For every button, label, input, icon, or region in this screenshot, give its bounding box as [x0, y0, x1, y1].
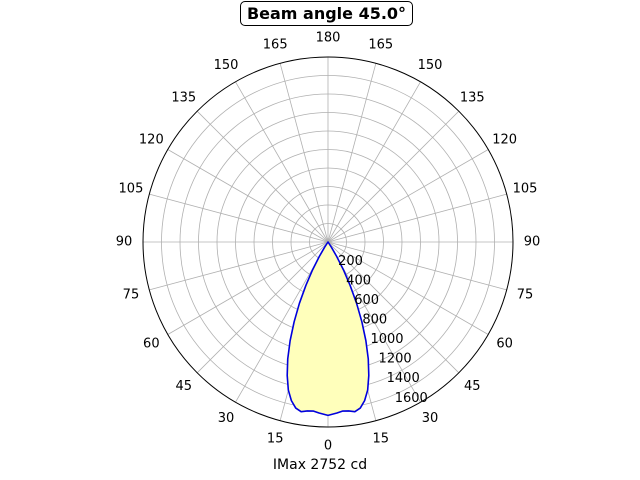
angle-tick-label: 165 — [368, 37, 393, 52]
grid-spoke — [196, 110, 329, 243]
polar-frame — [142, 56, 514, 428]
angle-tick-label: 75 — [123, 287, 140, 302]
grid-spoke — [327, 63, 377, 243]
angle-tick-label: 105 — [119, 182, 144, 197]
angle-tick-label: 60 — [143, 337, 160, 352]
angle-tick-label: 120 — [139, 133, 164, 148]
radial-tick-label: 600 — [354, 293, 379, 308]
radial-tick-label: 200 — [338, 254, 363, 269]
radial-tick-label: 1000 — [370, 332, 403, 347]
radial-tick-label: 1600 — [395, 391, 428, 406]
angle-tick-label: 30 — [422, 411, 439, 426]
angle-tick-label: 105 — [513, 182, 538, 197]
grid-spoke — [149, 241, 329, 291]
angle-tick-label: 150 — [214, 58, 239, 73]
grid-spoke — [167, 149, 329, 243]
chart-title: Beam angle 45.0° — [240, 1, 413, 26]
grid-spoke — [279, 63, 329, 243]
angle-tick-label: 75 — [517, 287, 534, 302]
angle-tick-label: 180 — [316, 31, 341, 46]
beam-area — [287, 242, 369, 416]
grid-spoke — [327, 241, 489, 335]
angle-tick-label: 45 — [175, 379, 192, 394]
radial-tick-labels: 200 400 600 800 1000 1200 1400 1600 — [338, 254, 428, 406]
radial-tick-label: 1400 — [387, 371, 420, 386]
beam-curve — [286, 241, 370, 417]
angle-tick-label: 45 — [464, 379, 481, 394]
angle-tick-label: 0 — [324, 439, 332, 454]
radial-tick-label: 1200 — [379, 352, 412, 367]
angle-tick-label: 90 — [524, 235, 541, 250]
angle-tick-label: 135 — [171, 90, 196, 105]
grid-spoke — [327, 193, 507, 243]
angle-tick-label: 150 — [418, 58, 443, 73]
grid-spoke — [196, 241, 329, 374]
angle-tick-labels: 0 15 30 45 60 75 90 105 120 135 150 165 180 15 30 45 60 7… — [116, 31, 541, 454]
angle-tick-label: 15 — [373, 432, 390, 447]
beam-fill — [287, 242, 369, 416]
angle-tick-label: 60 — [496, 337, 513, 352]
angle-tick-label: 30 — [218, 411, 235, 426]
grid-spoke — [327, 110, 460, 243]
angle-tick-label: 15 — [267, 432, 284, 447]
grid-spoke — [149, 193, 329, 243]
grid-spoke — [167, 241, 329, 335]
radial-tick-label: 400 — [346, 274, 371, 289]
angle-tick-label: 90 — [116, 235, 133, 250]
angle-tick-label: 165 — [263, 37, 288, 52]
grid-spoke — [327, 81, 421, 243]
grid-spoke — [327, 241, 460, 374]
angle-tick-label: 120 — [492, 133, 517, 148]
grid-spoke — [235, 81, 329, 243]
angle-tick-label: 135 — [460, 90, 485, 105]
beam-line — [286, 241, 370, 417]
grid-spoke — [327, 149, 489, 243]
x-axis-label: IMax 2752 cd — [272, 457, 368, 473]
radial-tick-label: 800 — [362, 313, 387, 328]
grid-spoke — [327, 241, 507, 291]
